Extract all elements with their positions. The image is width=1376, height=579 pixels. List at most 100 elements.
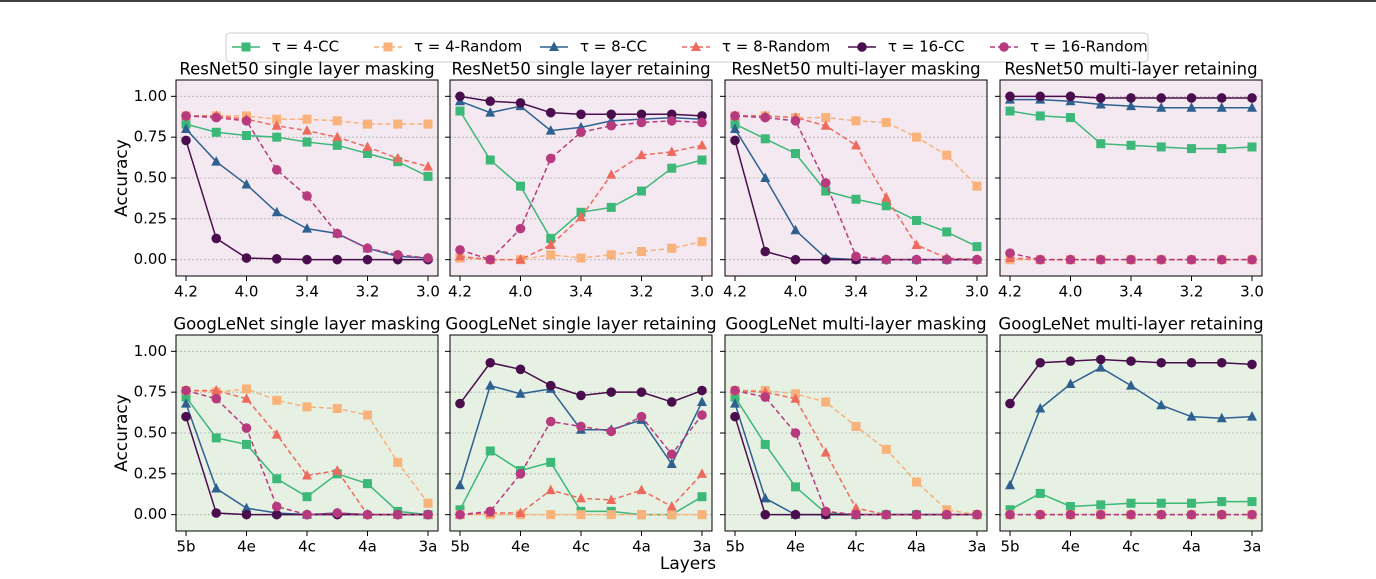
marker	[1126, 509, 1136, 520]
marker	[730, 411, 740, 422]
marker	[912, 132, 921, 142]
panel-title: GoogLeNet single layer masking	[173, 315, 440, 334]
marker	[211, 127, 221, 137]
marker	[545, 380, 556, 391]
x-tick-label: 4.0	[509, 283, 533, 301]
marker	[576, 421, 586, 432]
x-tick-label: 3.4	[1119, 283, 1143, 301]
marker	[941, 254, 952, 265]
series-line: τ = 8-Random	[186, 389, 428, 516]
marker	[423, 171, 433, 181]
marker	[271, 501, 282, 512]
marker	[760, 392, 771, 402]
marker	[515, 98, 526, 108]
marker	[637, 510, 646, 520]
marker	[1247, 411, 1257, 421]
marker	[393, 119, 403, 129]
marker	[211, 393, 222, 404]
marker	[636, 387, 647, 397]
plot-frame	[449, 334, 713, 532]
marker	[576, 109, 586, 120]
marker	[271, 509, 282, 520]
marker	[820, 254, 831, 265]
marker	[455, 106, 465, 116]
marker	[576, 211, 586, 222]
y-tick-label: 0.50	[134, 424, 167, 442]
marker	[636, 117, 647, 128]
marker	[941, 509, 952, 520]
marker	[1216, 412, 1227, 423]
x-tick-label: 3.4	[569, 283, 593, 301]
marker	[820, 120, 831, 130]
marker	[545, 416, 556, 427]
x-tick-label: 3.0	[416, 283, 440, 301]
marker	[545, 125, 556, 135]
x-tick-label: 5b	[450, 538, 469, 556]
plot-frame	[175, 79, 439, 277]
marker	[697, 139, 707, 150]
marker	[302, 402, 312, 412]
x-tick-label: 4e	[511, 538, 530, 556]
marker	[1096, 500, 1106, 510]
marker	[485, 446, 495, 456]
marker	[881, 192, 892, 202]
marker	[271, 254, 282, 264]
marker	[1186, 102, 1197, 112]
marker	[790, 224, 801, 235]
x-tick-label: 3.0	[690, 283, 714, 301]
marker	[545, 484, 556, 495]
y-tick-label: 0.75	[134, 128, 167, 146]
marker	[760, 509, 771, 520]
marker	[790, 393, 801, 403]
marker	[730, 392, 740, 402]
marker	[606, 109, 617, 120]
legend-label: τ = 16-CC	[888, 38, 965, 56]
marker	[911, 509, 922, 520]
marker	[423, 161, 433, 171]
marker	[362, 254, 373, 265]
x-tick-label: 3.2	[356, 283, 380, 301]
marker	[881, 117, 891, 127]
marker	[1035, 403, 1046, 413]
marker	[271, 206, 282, 217]
marker	[332, 254, 343, 265]
marker	[606, 250, 616, 260]
y-tick-label: 0.50	[134, 169, 167, 187]
marker	[667, 510, 677, 520]
marker	[546, 510, 556, 520]
marker	[1005, 248, 1015, 258]
marker	[697, 117, 707, 128]
marker	[272, 395, 282, 405]
marker	[1095, 362, 1106, 372]
marker	[211, 112, 222, 123]
marker	[1065, 91, 1076, 102]
marker	[485, 506, 496, 517]
marker	[1247, 254, 1257, 265]
marker	[455, 91, 465, 102]
marker	[760, 134, 770, 144]
marker	[546, 250, 556, 260]
marker	[211, 233, 222, 244]
y-tick-label: 0.00	[134, 250, 167, 268]
marker	[181, 392, 191, 402]
marker	[821, 186, 831, 196]
marker	[211, 385, 222, 395]
marker	[362, 509, 373, 520]
marker	[302, 254, 312, 265]
marker	[271, 429, 282, 439]
marker	[1216, 93, 1227, 103]
marker	[423, 498, 433, 508]
marker	[1035, 91, 1046, 102]
marker	[211, 483, 222, 493]
marker	[760, 112, 771, 123]
marker	[1247, 359, 1257, 370]
plot-area	[176, 335, 438, 531]
marker	[302, 137, 312, 147]
marker	[1216, 509, 1227, 520]
marker	[485, 107, 496, 117]
marker	[363, 479, 372, 489]
y-tick-label: 1.00	[134, 87, 167, 105]
